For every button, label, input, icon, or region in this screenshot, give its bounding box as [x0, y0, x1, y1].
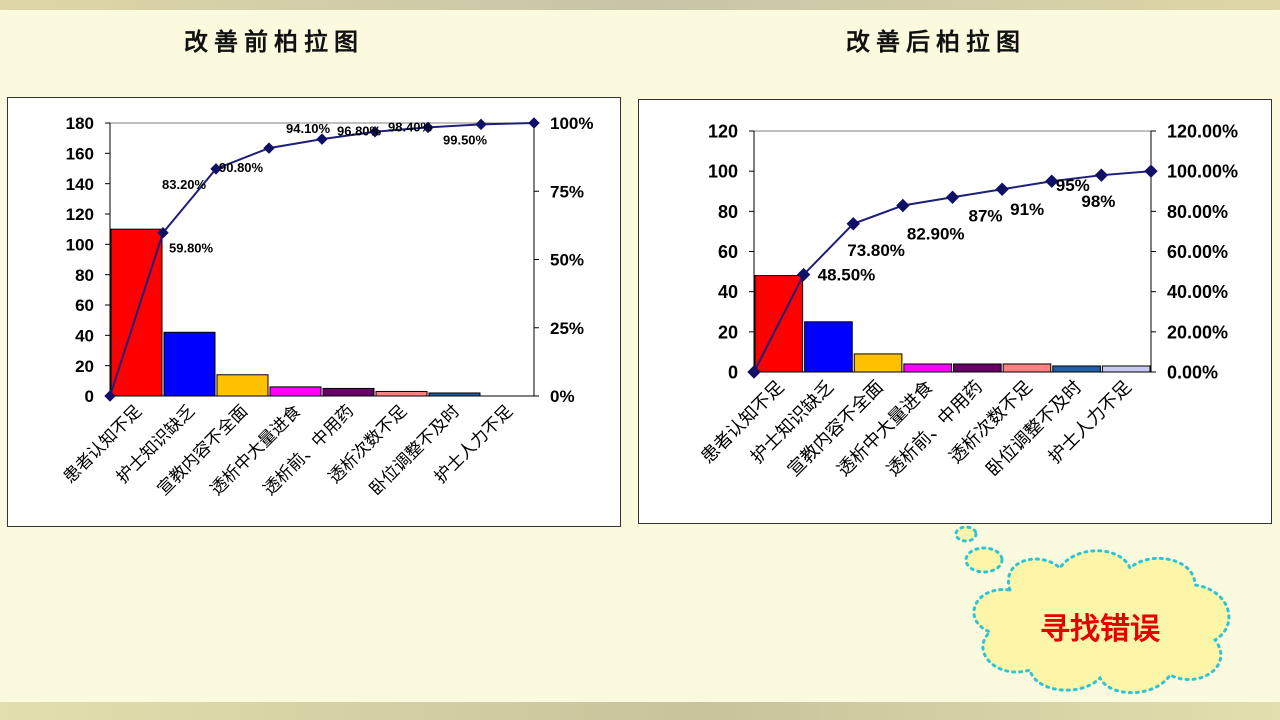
y2-tick-label: 60.00% [1167, 242, 1228, 262]
y-tick-label: 120 [708, 121, 738, 141]
y2-tick-label: 0% [550, 387, 575, 406]
y2-tick-label: 75% [550, 182, 584, 201]
cumulative-marker [316, 133, 328, 145]
cumulative-marker [896, 198, 910, 213]
cumulative-label: 96.80% [337, 124, 382, 139]
y-tick-label: 40 [75, 326, 94, 345]
cumulative-marker [369, 126, 381, 138]
y2-tick-label: 100% [550, 114, 593, 133]
cumulative-marker [1144, 164, 1158, 178]
bar [269, 386, 322, 397]
y-tick-label: 140 [66, 175, 94, 194]
title-before: 改善前柏拉图 [184, 27, 364, 56]
bar [903, 363, 952, 373]
category-label: 透析前、中用药 [260, 401, 358, 499]
bottom-bar [0, 702, 1280, 720]
y2-tick-label: 25% [550, 319, 584, 338]
cumulative-label: 95% [1056, 176, 1090, 195]
y-tick-label: 100 [66, 235, 94, 254]
bar [163, 331, 216, 397]
chart-panel-before: 0 20 40 60 80 100 120 140 160 180 0% 25% 50% 75% 100% 患… [7, 97, 621, 527]
bar [953, 363, 1002, 373]
y-tick-label: 20 [718, 322, 738, 342]
cumulative-marker [796, 267, 811, 282]
y2-tick-label: 40.00% [1167, 282, 1228, 302]
cumulative-marker [422, 121, 434, 134]
pareto-chart-before: 0204060801001201401601800%25%50%75%100%患… [60, 114, 594, 500]
cumulative-label: 98% [1081, 192, 1115, 211]
bar [1002, 363, 1052, 373]
top-bar [0, 0, 1280, 10]
pareto-chart-after: 0 20 40 60 80 100 120 0.00% 20.00% 40.00% 60.00% 80… [697, 121, 1238, 480]
cumulative-marker [846, 217, 860, 231]
callout-text: 寻找错误 [1040, 612, 1160, 647]
thought-cloud-icon [954, 525, 1231, 695]
bar [853, 353, 903, 373]
y2-tick-label: 50% [550, 251, 584, 270]
cumulative-marker [475, 118, 487, 131]
cumulative-marker [995, 182, 1009, 196]
cumulative-marker [157, 227, 169, 239]
y-tick-label: 40 [718, 282, 738, 302]
y-tick-label: 0 [728, 362, 738, 382]
y-tick-label: 100 [708, 162, 738, 182]
y-tick-label: 80 [718, 202, 738, 222]
cumulative-label: 59.80% [169, 241, 214, 256]
cumulative-label: 94.10% [286, 121, 331, 136]
cumulative-marker [747, 365, 761, 379]
bar [1101, 365, 1151, 373]
bar [322, 387, 375, 397]
chart-panel-after: 0 20 40 60 80 100 120 0.00% 20.00% 40.00% 60.00% 80… [638, 99, 1272, 524]
cumulative-marker [1045, 174, 1059, 188]
y2-tick-label: 0.00% [1167, 362, 1218, 382]
cumulative-marker [1094, 168, 1109, 182]
title-after: 改善后柏拉图 [846, 27, 1026, 56]
y2-tick-label: 100.00% [1167, 162, 1238, 182]
cumulative-marker [263, 142, 275, 154]
cumulative-marker [104, 390, 116, 402]
category-label: 透析中大量进食 [207, 401, 305, 499]
y2-tick-label: 80.00% [1167, 202, 1228, 222]
cumulative-label: 83.20% [162, 177, 207, 192]
y-tick-label: 180 [66, 114, 94, 133]
y-tick-label: 60 [718, 242, 738, 262]
cumulative-marker [528, 117, 540, 129]
y-tick-label: 80 [75, 266, 94, 285]
cumulative-label: 98.40% [388, 119, 433, 134]
cumulative-label: 87% [969, 206, 1003, 225]
cumulative-label: 99.50% [443, 132, 488, 147]
cumulative-label: 91% [1010, 200, 1044, 219]
y-tick-label: 60 [75, 296, 94, 315]
cumulative-label: 90.80% [219, 160, 264, 175]
y-tick-label: 20 [75, 357, 94, 376]
cumulative-marker [210, 163, 222, 175]
bar [375, 390, 428, 397]
cumulative-label: 82.90% [907, 225, 965, 244]
category-label: 卧位调整不及时 [366, 401, 464, 499]
y2-tick-label: 120.00% [1167, 121, 1238, 141]
bar [216, 374, 269, 397]
cumulative-marker [945, 190, 960, 204]
bar [1052, 365, 1101, 373]
category-label: 宣教内容不全面 [154, 401, 252, 499]
y2-tick-label: 20.00% [1167, 322, 1228, 342]
y-tick-label: 160 [66, 144, 94, 163]
y-tick-label: 120 [66, 205, 94, 224]
bar [804, 321, 853, 373]
cumulative-label: 73.80% [847, 241, 905, 260]
y-tick-label: 0 [85, 387, 94, 406]
cumulative-label: 48.50% [818, 266, 876, 285]
